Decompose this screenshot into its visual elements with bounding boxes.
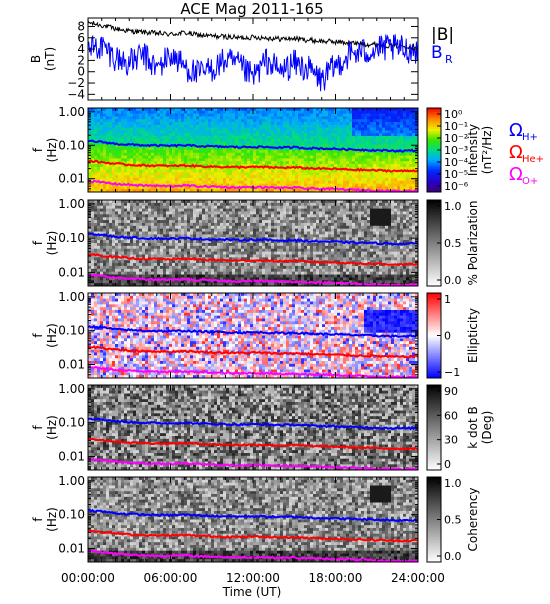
colorbar-label: Intensity xyxy=(466,124,480,176)
colorbar-tick-label: 90 xyxy=(444,385,458,398)
y-tick-label: 1.00 xyxy=(58,382,85,396)
y-axis-unit: (Hz) xyxy=(45,415,59,440)
colorbar-tick-label: 0.0 xyxy=(444,550,462,563)
y-tick-label: 0.10 xyxy=(58,138,85,152)
legend-btotal: |B| xyxy=(431,25,454,45)
y-axis-label: B xyxy=(29,55,43,63)
x-axis: 00:00:00 06:00:00 12:00:00 18:00:00 24:00:00 xyxy=(61,571,445,585)
colorbar-tick-label: 1.0 xyxy=(444,477,462,490)
panel-4: 1.00 0.10 0.01 f(Hz) 1 0 −1 Ellipticity xyxy=(31,290,480,379)
y-tick-label: 0.01 xyxy=(58,542,85,556)
figure-title: ACE Mag 2011-165 xyxy=(180,0,323,18)
omega-h-plus: Ω xyxy=(509,120,523,141)
colorbar-3: 1.0 0.5 0.0 % Polarization xyxy=(427,200,480,287)
colorbar-tick-label: 0 xyxy=(444,330,451,343)
magnetic-field-lines xyxy=(88,20,418,91)
colorbar-4: 1 0 −1 Ellipticity xyxy=(427,293,480,379)
panel-5: 1.00 0.10 0.01 f(Hz) 90 60 30 0 k dot B(Deg) xyxy=(31,382,494,471)
y-axis-unit: (Hz) xyxy=(45,138,59,163)
br-series-line xyxy=(88,34,418,91)
y-axis-label: f xyxy=(31,333,45,338)
colorbar-unit: (nT²/Hz) xyxy=(480,126,494,174)
spectrogram-4 xyxy=(88,293,418,378)
y-tick-label: 1.00 xyxy=(58,105,85,119)
y-tick-label: 0.10 xyxy=(58,324,85,338)
x-tick-label: 00:00:00 xyxy=(61,571,115,585)
y-tick-label: 0.10 xyxy=(58,416,85,430)
colorbar-tick-label: 0.0 xyxy=(444,274,462,287)
colorbar-label: Ellipticity xyxy=(466,308,480,363)
spectrogram-3 xyxy=(88,200,418,286)
panel-6: 1.00 0.10 0.01 f(Hz) 1.0 0.5 0.0 Coherency xyxy=(31,474,480,563)
colorbar-tick-label: 0.5 xyxy=(444,514,462,527)
x-tick-label: 18:00:00 xyxy=(309,571,363,585)
y-axis-label: f xyxy=(31,147,45,152)
y-tick-label: 0.01 xyxy=(58,172,85,186)
y-tick-label: 1.00 xyxy=(58,197,85,211)
y-tick-label: 0.10 xyxy=(58,508,85,522)
y-axis-label: f xyxy=(31,517,45,522)
y-tick-label: 0.01 xyxy=(58,450,85,464)
x-axis-label: Time (UT) xyxy=(222,585,282,599)
y-tick-label: 0.01 xyxy=(58,265,85,279)
btotal-series-line xyxy=(88,20,418,48)
colorbar-unit: (Deg) xyxy=(480,411,494,445)
colorbar-label: Coherency xyxy=(466,487,480,551)
colorbar-tick-label: 0 xyxy=(444,458,451,471)
panel-2: 1.000.100.01f(Hz)10⁰10⁻¹10⁻²10⁻³10⁻⁴10⁻⁵… xyxy=(31,105,494,193)
colorbar-label: % Polarization xyxy=(466,201,480,286)
colorbar-tick-label: 30 xyxy=(444,434,458,447)
colorbar-tick-label: 0.5 xyxy=(444,237,462,250)
y-axis-unit: (nT) xyxy=(43,47,57,71)
colorbar-tick-label: −1 xyxy=(444,366,460,379)
spectrogram-2 xyxy=(88,108,418,192)
x-tick-label: 24:00:00 xyxy=(391,571,445,585)
legend-br: B xyxy=(431,43,443,63)
y-tick-label: −4 xyxy=(67,87,85,101)
colorbar-6: 1.0 0.5 0.0 Coherency xyxy=(427,477,480,563)
legend-br-subscript: R xyxy=(445,53,453,66)
omega-he-plus: Ω xyxy=(509,142,523,163)
y-axis-unit: (Hz) xyxy=(45,231,59,256)
spectrogram-6 xyxy=(88,477,418,562)
omega-o-plus: Ω xyxy=(509,164,523,185)
colorbar-tick-label: 1 xyxy=(444,293,451,306)
y-axis-unit: (Hz) xyxy=(45,507,59,532)
omega-subscript-he-plus: He+ xyxy=(522,154,544,165)
colorbar-tick-label: 1.0 xyxy=(444,200,462,213)
colorbar-label: k dot B xyxy=(466,406,480,448)
y-axis-label: f xyxy=(31,240,45,245)
colorbar-tick-label: 10⁻⁶ xyxy=(444,180,469,193)
spectrogram-5 xyxy=(88,385,418,470)
y-tick-label: 1.00 xyxy=(58,290,85,304)
y-axis-label: f xyxy=(31,425,45,430)
x-tick-label: 12:00:00 xyxy=(226,571,280,585)
y-tick-label: 0.01 xyxy=(58,358,85,372)
omega-subscript-o-plus: O+ xyxy=(522,176,538,187)
colorbar-2: 10⁰10⁻¹10⁻²10⁻³10⁻⁴10⁻⁵10⁻⁶Intensity(nT²… xyxy=(427,108,494,193)
colorbar-5: 90 60 30 0 k dot B(Deg) xyxy=(427,385,494,471)
y-tick-label: 1.00 xyxy=(58,474,85,488)
x-tick-label: 06:00:00 xyxy=(144,571,198,585)
omega-subscript-h-plus: H+ xyxy=(522,132,538,143)
y-tick-label: 0.10 xyxy=(58,231,85,245)
colorbar-tick-label: 60 xyxy=(444,409,458,422)
panel-3: 1.00 0.10 0.01 f(Hz) 1.0 0.5 0.0 % Polarization xyxy=(31,197,480,287)
y-axis-unit: (Hz) xyxy=(45,323,59,348)
